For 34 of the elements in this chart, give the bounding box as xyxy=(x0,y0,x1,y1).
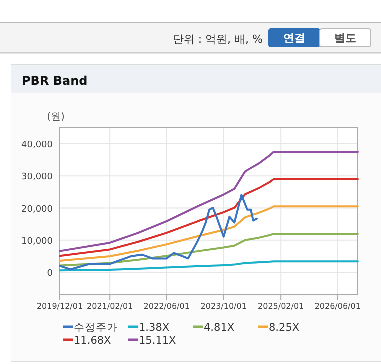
y-tick-label: 20,000 xyxy=(22,204,54,215)
legend-item: 15.11X xyxy=(128,335,176,347)
legend-label: 수정주가 xyxy=(74,322,118,334)
button: 별도 xyxy=(320,28,372,48)
x-tick-label: 2022/06/01 xyxy=(144,302,190,311)
x-tick-label: 2023/10/01 xyxy=(200,302,247,311)
chart-title: PBR Band xyxy=(22,74,88,88)
y-tick-label: 40,000 xyxy=(22,140,54,151)
legend-item: 4.81X xyxy=(193,322,235,334)
legend-label: 8.25X xyxy=(269,322,300,334)
y-axis-title: (원) xyxy=(47,112,65,123)
legend-label: 15.11X xyxy=(139,335,176,347)
legend-item: 8.25X xyxy=(258,322,300,334)
x-tick-label: 2026/06/01 xyxy=(314,302,361,311)
line-series xyxy=(59,151,359,252)
line-series xyxy=(59,178,359,258)
legend-label: 1.38X xyxy=(139,322,170,334)
legend-label: 4.81X xyxy=(204,322,235,334)
text: 단위 : 억원, 배, % xyxy=(172,33,263,46)
x-tick-label: 2025/02/01 xyxy=(258,302,304,311)
y-tick-label: 10,000 xyxy=(22,236,54,247)
legend-item: 1.38X xyxy=(128,322,170,334)
line-series xyxy=(59,232,359,267)
y-tick-label: 0 xyxy=(47,269,54,280)
legend-item: 수정주가 xyxy=(63,322,118,334)
y-tick-label: 30,000 xyxy=(22,172,54,183)
line-series xyxy=(59,260,359,272)
line-series xyxy=(59,194,258,271)
legend-item: 11.68X xyxy=(63,335,112,347)
line-series xyxy=(59,206,359,262)
legend-label: 11.68X xyxy=(74,335,112,347)
x-tick-label: 2019/12/01 xyxy=(36,302,84,311)
button: 연결 xyxy=(268,28,320,48)
x-tick-label: 2021/02/01 xyxy=(87,302,134,311)
